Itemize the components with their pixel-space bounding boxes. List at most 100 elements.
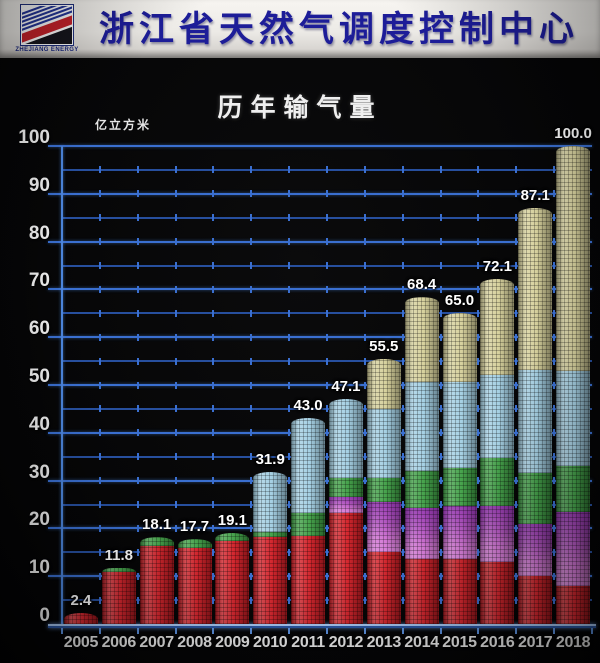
grid-cross-tick (477, 596, 480, 604)
bar-red-segment (556, 585, 591, 625)
grid-cross-tick (326, 548, 328, 556)
grid-cross-tick (98, 285, 101, 293)
grid-cross-tick (98, 429, 101, 437)
grid-cross-tick (401, 524, 404, 532)
grid-cross-tick (363, 214, 366, 222)
y-axis-line (61, 146, 63, 624)
grid-cross-tick (250, 214, 253, 222)
grid-cross-tick (326, 477, 328, 485)
grid-cross-tick (515, 309, 518, 317)
bar-red-segment (177, 547, 212, 625)
x-axis-label: 2016 (480, 634, 515, 651)
bar-green-segment (480, 458, 515, 506)
grid-cross-tick (98, 214, 101, 222)
grid-cross-tick (515, 477, 518, 485)
y-axis-label: 0 (39, 605, 50, 626)
bar-lightblue-segment (366, 408, 401, 479)
bar-violet-segment (556, 511, 591, 586)
bar-lightblue-segment (404, 381, 439, 472)
grid-cross-tick (477, 405, 480, 413)
grid-cross-tick (439, 333, 442, 341)
grid-cross-tick (174, 501, 177, 508)
grid-cross-tick (515, 453, 518, 461)
grid-cross-tick (212, 309, 215, 317)
grid-cross-tick (212, 166, 215, 174)
bar-green-segment (442, 468, 477, 507)
grid-cross-tick (515, 238, 518, 246)
grid-cross-tick (363, 524, 366, 532)
grid-cross-tick (212, 357, 215, 365)
grid-cross-tick (477, 524, 480, 532)
bar-khaki-segment (442, 313, 477, 383)
x-axis-label: 2010 (253, 634, 288, 651)
grid-cross-tick (136, 429, 139, 437)
grid-cross-tick (136, 572, 139, 580)
grid-cross-tick (326, 453, 328, 461)
grid-cross-tick (212, 238, 215, 246)
bar-red-segment (328, 512, 363, 625)
bar-red-segment (101, 572, 136, 624)
grid-cross-tick (401, 501, 404, 508)
grid-cross-tick (363, 309, 366, 317)
y-axis-label: 100 (18, 127, 50, 148)
grid-cross-tick (212, 453, 215, 461)
grid-cross-tick (515, 524, 518, 532)
x-axis-label: 2009 (215, 634, 250, 651)
y-axis-label: 20 (28, 509, 50, 531)
bar-violet-segment (518, 523, 553, 577)
grid-cross-tick (439, 429, 442, 437)
x-axis-line (48, 624, 596, 628)
grid-cross-tick (212, 477, 215, 485)
grid-cross-tick (401, 214, 404, 222)
grid-cross-tick (439, 596, 442, 604)
grid-line (48, 240, 592, 243)
grid-cross-tick (250, 405, 253, 413)
grid-cross-tick (363, 548, 366, 556)
grid-cross-tick (174, 453, 177, 461)
bar-green-segment (139, 537, 174, 546)
grid-cross-tick (288, 333, 291, 341)
bar-red-segment (518, 576, 553, 624)
grid-cross-tick (212, 596, 215, 604)
bar-green-segment (556, 466, 591, 513)
grid-cross-tick (326, 501, 328, 508)
grid-cross-tick (401, 453, 404, 461)
grid-cross-tick (363, 572, 366, 580)
grid-cross-tick (477, 453, 480, 461)
grid-cross-tick (439, 548, 442, 556)
grid-cross-tick (288, 357, 291, 365)
grid-cross-tick (250, 548, 253, 556)
grid-cross-tick (363, 285, 366, 293)
grid-cross-tick (136, 501, 139, 508)
grid-cross-tick (174, 477, 177, 485)
grid-cross-tick (288, 429, 291, 437)
grid-cross-tick (250, 501, 253, 508)
grid-cross-tick (136, 333, 139, 341)
grid-cross-tick (136, 166, 139, 174)
grid-cross-tick (439, 166, 442, 174)
grid-cross-tick (174, 309, 177, 317)
grid-cross-tick (363, 166, 366, 174)
grid-cross-tick (553, 214, 556, 222)
grid-cross-tick (363, 453, 366, 461)
grid-cross-tick (553, 453, 556, 461)
grid-cross-tick (363, 596, 366, 604)
grid-cross-tick (326, 238, 328, 246)
grid-cross-tick (439, 572, 442, 580)
grid-cross-tick (288, 381, 291, 389)
grid-cross-tick (401, 572, 404, 580)
grid-cross-tick (98, 405, 101, 413)
x-axis-label: 2011 (291, 634, 325, 651)
grid-cross-tick (250, 285, 253, 293)
grid-cross-tick (98, 381, 101, 389)
grid-cross-tick (136, 309, 139, 317)
grid-cross-tick (553, 429, 556, 437)
grid-cross-tick (477, 190, 480, 198)
grid-cross-tick (401, 190, 404, 198)
bar-green-segment (215, 532, 250, 541)
x-axis-label: 2008 (177, 634, 212, 651)
grid-cross-tick (136, 262, 139, 269)
x-axis-label: 2006 (101, 634, 137, 651)
grid-cross-tick (250, 166, 253, 174)
grid-cross-tick (515, 501, 518, 508)
